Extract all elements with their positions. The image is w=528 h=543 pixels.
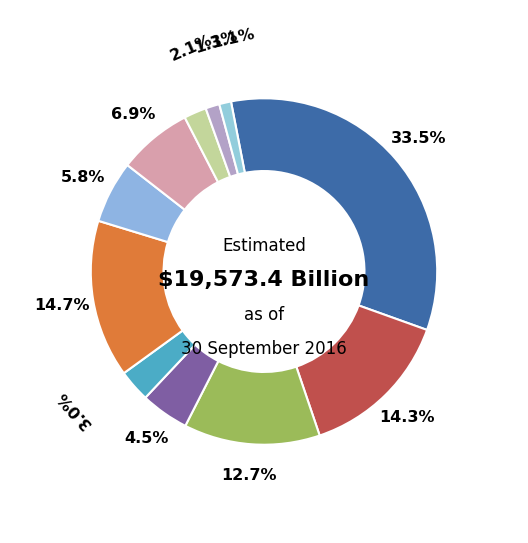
Wedge shape (98, 165, 185, 242)
Text: 14.3%: 14.3% (380, 410, 435, 425)
Wedge shape (145, 345, 219, 426)
Text: 2.1%: 2.1% (168, 33, 215, 64)
Text: 1.3%: 1.3% (192, 28, 239, 55)
Text: $19,573.4 Billion: $19,573.4 Billion (158, 270, 370, 290)
Wedge shape (127, 117, 218, 210)
Wedge shape (296, 305, 427, 435)
Wedge shape (219, 102, 245, 174)
Wedge shape (124, 331, 195, 397)
Text: 3.0%: 3.0% (53, 388, 94, 431)
Text: Estimated: Estimated (222, 237, 306, 255)
Text: 30 September 2016: 30 September 2016 (181, 340, 347, 358)
Text: 5.8%: 5.8% (60, 170, 105, 185)
Text: 6.9%: 6.9% (111, 106, 156, 122)
Text: 12.7%: 12.7% (222, 468, 277, 483)
Wedge shape (185, 361, 319, 445)
Text: 33.5%: 33.5% (391, 131, 447, 146)
Text: 4.5%: 4.5% (124, 431, 168, 446)
Wedge shape (206, 104, 238, 177)
Wedge shape (91, 221, 183, 373)
Text: 1.1%: 1.1% (210, 27, 257, 51)
Wedge shape (185, 109, 230, 182)
Text: 14.7%: 14.7% (35, 298, 90, 313)
Text: as of: as of (244, 306, 284, 324)
Wedge shape (231, 98, 437, 330)
